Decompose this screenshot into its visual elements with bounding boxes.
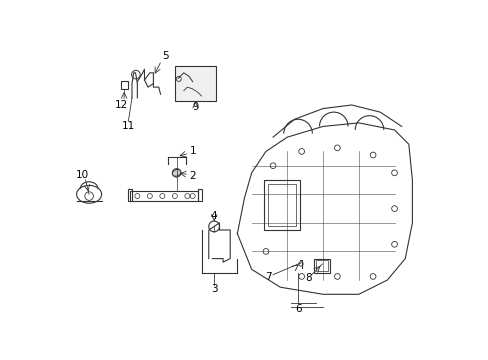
Text: 4: 4 xyxy=(210,211,217,221)
Text: 10: 10 xyxy=(75,170,88,180)
Bar xyxy=(264,180,299,230)
Text: 11: 11 xyxy=(122,121,135,131)
Bar xyxy=(175,66,216,102)
Bar xyxy=(198,189,201,202)
Text: 7: 7 xyxy=(265,272,271,282)
Text: 2: 2 xyxy=(189,171,196,181)
Text: 3: 3 xyxy=(210,284,217,294)
Text: 8: 8 xyxy=(304,273,311,283)
Bar xyxy=(121,81,127,89)
Bar xyxy=(267,184,296,226)
Bar xyxy=(313,258,329,273)
Bar xyxy=(315,260,328,271)
Text: 1: 1 xyxy=(189,147,196,157)
Bar xyxy=(130,191,198,202)
Text: 5: 5 xyxy=(162,51,168,61)
Text: 6: 6 xyxy=(294,303,301,314)
Text: 9: 9 xyxy=(192,102,198,112)
Bar xyxy=(128,189,132,202)
Text: 12: 12 xyxy=(114,100,128,110)
Ellipse shape xyxy=(172,170,181,176)
